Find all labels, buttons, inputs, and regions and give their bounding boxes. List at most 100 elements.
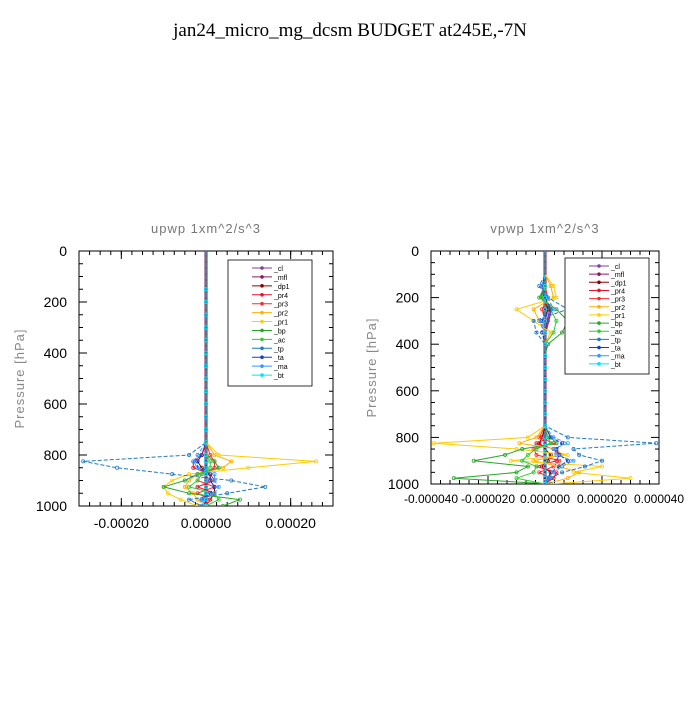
data-point bbox=[571, 458, 576, 463]
data-point bbox=[531, 307, 536, 312]
data-point bbox=[543, 476, 548, 481]
legend-label: _pr2 bbox=[273, 311, 288, 318]
legend-marker bbox=[260, 275, 264, 279]
data-point bbox=[203, 427, 208, 432]
data-point bbox=[565, 435, 570, 440]
data-point bbox=[203, 299, 208, 304]
data-point bbox=[543, 295, 548, 300]
legend-marker bbox=[597, 288, 601, 293]
x-tick-label: 0.00020 bbox=[265, 515, 316, 531]
data-point bbox=[203, 312, 208, 317]
legend-marker bbox=[597, 329, 601, 334]
data-point bbox=[187, 472, 192, 477]
data-point bbox=[560, 441, 565, 446]
data-point bbox=[161, 484, 166, 489]
series-line-pr4 bbox=[192, 251, 216, 506]
data-point bbox=[525, 452, 530, 457]
legend-marker bbox=[597, 321, 601, 325]
legend-marker bbox=[260, 373, 264, 377]
data-point bbox=[187, 484, 192, 489]
page-title: jan24_micro_mg_dcsm BUDGET at245E,-7N bbox=[173, 20, 527, 41]
y-tick-label: 800 bbox=[44, 447, 68, 463]
data-point bbox=[543, 307, 548, 312]
legend-label: _ta bbox=[273, 355, 284, 362]
chart-panel-2: 0 200 400 600 800 1000-0.000040 -0.000020 0.000… bbox=[364, 221, 684, 506]
data-point bbox=[203, 472, 208, 477]
data-point bbox=[577, 452, 582, 457]
legend-label: _pr2 bbox=[610, 305, 625, 312]
data-point bbox=[534, 330, 539, 335]
data-point bbox=[520, 458, 525, 463]
data-point bbox=[551, 447, 556, 452]
legend-label: _bt bbox=[273, 373, 284, 380]
data-point bbox=[199, 452, 204, 457]
legend-marker bbox=[597, 272, 601, 276]
data-point bbox=[571, 470, 576, 475]
data-point bbox=[216, 484, 221, 489]
data-point bbox=[212, 484, 217, 489]
data-point bbox=[212, 472, 217, 477]
data-point bbox=[203, 363, 208, 368]
data-point bbox=[582, 464, 587, 469]
y-tick-label: 1000 bbox=[36, 498, 67, 514]
x-tick-label: 0.00000 bbox=[181, 515, 232, 531]
data-point bbox=[203, 287, 208, 292]
x-tick-label: -0.00020 bbox=[94, 515, 149, 531]
data-point bbox=[543, 283, 548, 288]
chart-title: vpwp 1xm^2/s^3 bbox=[490, 221, 599, 236]
data-point bbox=[543, 447, 548, 452]
data-point bbox=[212, 478, 217, 483]
data-point bbox=[237, 497, 242, 502]
y-tick-label: 0 bbox=[59, 243, 67, 259]
data-point bbox=[534, 464, 539, 469]
x-tick-label: 0.000020 bbox=[577, 492, 627, 506]
data-point bbox=[543, 423, 548, 428]
legend-box bbox=[564, 257, 650, 375]
data-point bbox=[182, 484, 187, 489]
y-tick-label: 0 bbox=[411, 243, 419, 259]
data-point bbox=[208, 465, 213, 470]
data-point bbox=[220, 504, 225, 506]
legend-label: _mfl bbox=[610, 272, 625, 279]
y-tick-label: 800 bbox=[396, 429, 420, 445]
legend-label: _ma bbox=[610, 354, 625, 361]
data-point bbox=[551, 330, 556, 335]
data-point bbox=[246, 465, 251, 470]
data-point bbox=[543, 441, 548, 446]
data-point bbox=[208, 497, 213, 502]
data-point bbox=[203, 465, 208, 470]
legend-marker bbox=[597, 362, 601, 366]
data-point bbox=[203, 478, 208, 483]
legend-marker bbox=[260, 292, 264, 297]
data-point bbox=[203, 459, 208, 464]
data-point bbox=[203, 401, 208, 406]
data-point bbox=[212, 452, 217, 457]
data-point bbox=[543, 342, 548, 347]
data-point bbox=[534, 447, 539, 452]
data-point bbox=[203, 376, 208, 381]
data-point bbox=[543, 464, 548, 469]
data-point bbox=[600, 458, 605, 463]
y-axis-label: Pressure [hPa] bbox=[364, 318, 379, 418]
data-point bbox=[503, 452, 508, 457]
data-point bbox=[548, 441, 553, 446]
y-tick-label: 600 bbox=[396, 383, 420, 399]
data-point bbox=[654, 441, 659, 446]
data-point bbox=[203, 440, 208, 445]
data-point bbox=[216, 465, 221, 470]
legend-label: _ta bbox=[610, 346, 621, 353]
legend-label: _pr4 bbox=[610, 288, 625, 295]
data-point bbox=[208, 478, 213, 483]
legend-label: _pr3 bbox=[610, 297, 625, 304]
data-point bbox=[531, 318, 536, 323]
data-point bbox=[554, 441, 559, 446]
data-point bbox=[199, 504, 204, 506]
legend-marker bbox=[597, 313, 601, 317]
data-point bbox=[170, 472, 175, 477]
data-point bbox=[191, 459, 196, 464]
data-point bbox=[115, 465, 120, 470]
legend-marker bbox=[597, 280, 601, 285]
data-point bbox=[229, 478, 234, 483]
legend-label: _dp1 bbox=[610, 280, 627, 287]
legend-label: _ac bbox=[273, 337, 286, 344]
